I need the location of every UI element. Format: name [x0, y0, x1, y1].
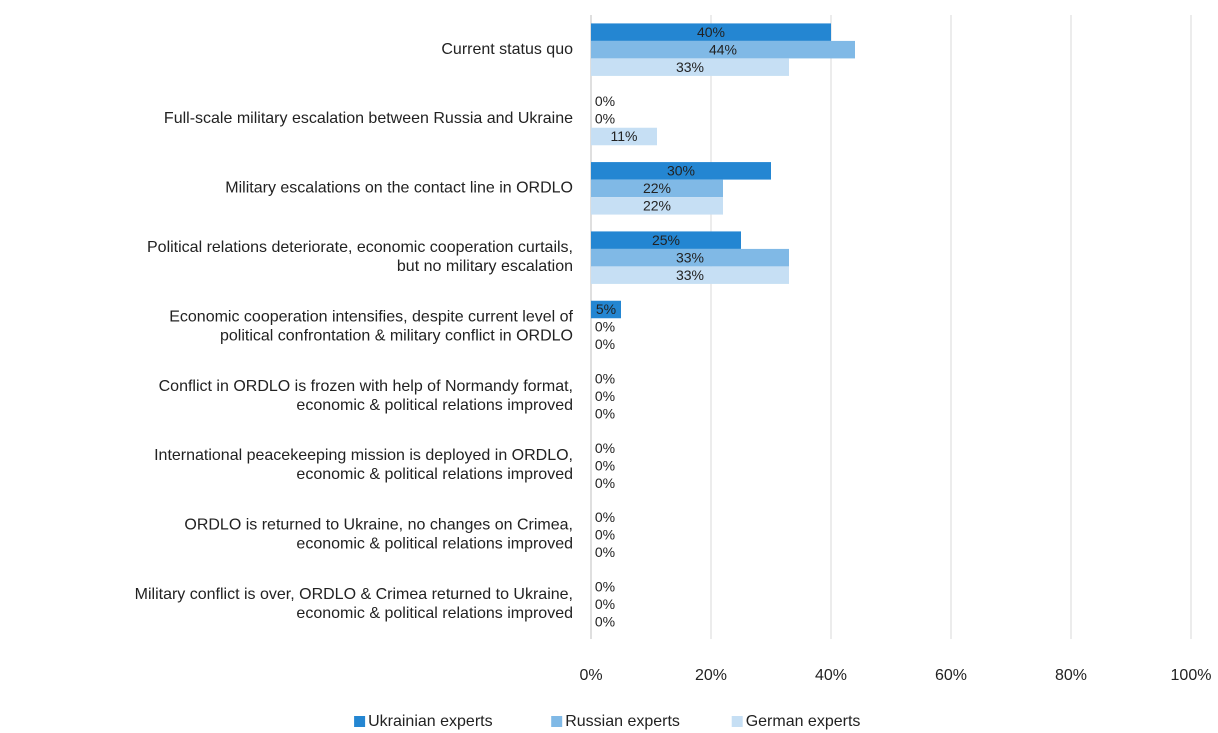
value-label: 22% — [643, 198, 671, 214]
value-label: 33% — [676, 267, 704, 283]
category-label: Military conflict is over, ORDLO & Crime… — [135, 586, 573, 622]
value-label: 0% — [595, 527, 615, 543]
x-tick-label: 60% — [935, 667, 967, 684]
legend-swatch — [354, 716, 366, 727]
category-label: Economic cooperation intensifies, despit… — [169, 309, 573, 345]
value-label: 33% — [676, 59, 704, 75]
category-label: Political relations deteriorate, economi… — [147, 239, 573, 275]
value-label: 0% — [595, 388, 615, 404]
value-label: 40% — [697, 24, 725, 40]
bar — [591, 231, 741, 249]
legend-swatch — [551, 716, 563, 727]
legend-label: Russian experts — [565, 713, 680, 730]
legend-label: German experts — [746, 713, 861, 730]
bar — [591, 23, 831, 41]
value-label: 33% — [676, 249, 704, 265]
category-label: Full-scale military escalation between R… — [164, 110, 573, 127]
category-label: Current status quo — [441, 41, 573, 58]
category-label: Conflict in ORDLO is frozen with help of… — [159, 378, 573, 414]
category-label: International peacekeeping mission is de… — [154, 447, 573, 483]
value-label: 0% — [595, 336, 615, 352]
value-label: 25% — [652, 232, 680, 248]
x-tick-label: 100% — [1171, 667, 1212, 684]
value-label: 0% — [595, 406, 615, 422]
bar — [591, 127, 657, 146]
category-label: ORDLO is returned to Ukraine, no changes… — [184, 517, 573, 553]
value-label: 0% — [595, 475, 615, 491]
value-label: 0% — [595, 111, 615, 127]
bar — [591, 162, 771, 180]
value-label: 0% — [595, 579, 615, 595]
bar — [591, 266, 789, 284]
value-label: 0% — [595, 371, 615, 387]
bar — [591, 40, 855, 59]
category-label: Military escalations on the contact line… — [225, 180, 573, 197]
value-label: 44% — [709, 41, 737, 57]
value-label: 0% — [595, 93, 615, 109]
value-label: 0% — [595, 614, 615, 630]
value-label: 0% — [595, 319, 615, 335]
value-label: 0% — [595, 440, 615, 456]
x-tick-label: 0% — [579, 667, 602, 684]
legend-label: Ukrainian experts — [368, 713, 493, 730]
value-label: 0% — [595, 457, 615, 473]
x-tick-label: 40% — [815, 667, 847, 684]
value-label: 30% — [667, 163, 695, 179]
bar — [591, 197, 723, 215]
value-label: 22% — [643, 180, 671, 196]
bar — [591, 300, 621, 319]
bar — [591, 179, 723, 198]
legend-swatch — [731, 716, 743, 727]
bar — [591, 58, 789, 76]
value-label: 0% — [595, 509, 615, 525]
value-label: 5% — [596, 301, 616, 317]
x-tick-label: 80% — [1055, 667, 1087, 684]
value-label: 0% — [595, 596, 615, 612]
bar — [591, 248, 789, 267]
x-tick-label: 20% — [695, 667, 727, 684]
value-label: 0% — [595, 544, 615, 560]
value-label: 11% — [611, 128, 638, 144]
